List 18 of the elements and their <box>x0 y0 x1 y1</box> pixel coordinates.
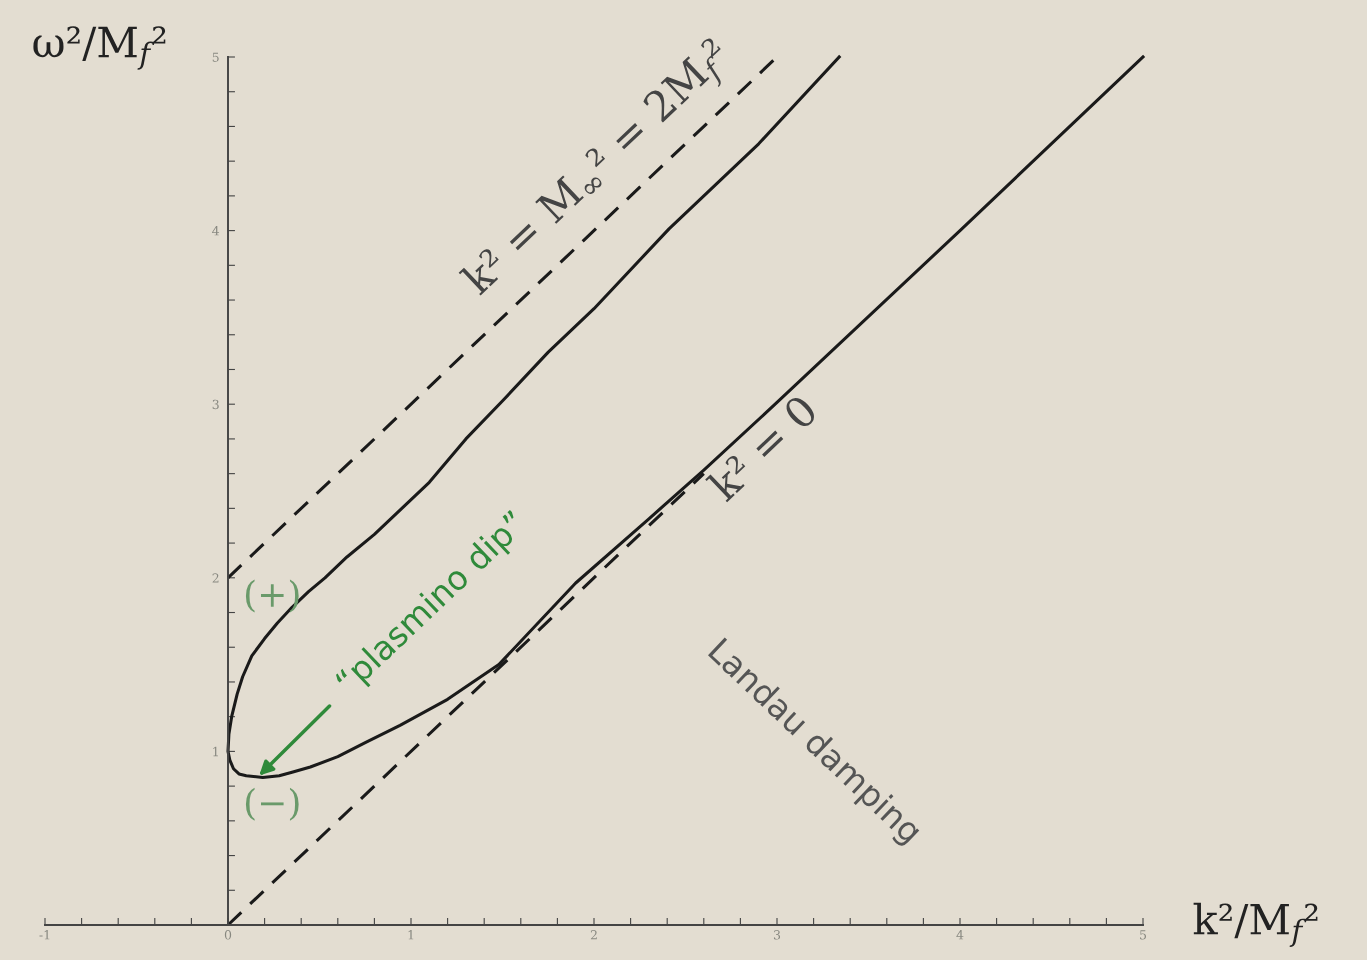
annotation: k² = M$_{∞}$² = 2M$_{f}$² <box>458 35 739 305</box>
x-tick-label: 2 <box>590 930 597 940</box>
x-tick-label: 3 <box>773 930 781 940</box>
annotation: k² = 0 <box>705 392 819 503</box>
y-tick-label: 1 <box>213 746 218 757</box>
y-axis-title: ω²/M$_{f}$² <box>33 26 166 70</box>
y-tick-label: 2 <box>212 573 219 583</box>
x-tick-label: 5 <box>1140 930 1147 940</box>
x-tick-label: 4 <box>956 930 964 940</box>
annotation: (−) <box>245 787 299 821</box>
x-tick-label: -1 <box>39 930 50 940</box>
x-axis-title: k²/M$_{f}$² <box>1193 902 1318 947</box>
x-tick-label: 1 <box>408 930 414 940</box>
x-tick-label: 0 <box>224 930 232 940</box>
y-tick-label: 3 <box>212 399 219 410</box>
annotation: (+) <box>245 579 299 613</box>
y-tick-label: 5 <box>212 52 219 62</box>
y-tick-label: 4 <box>212 226 220 236</box>
